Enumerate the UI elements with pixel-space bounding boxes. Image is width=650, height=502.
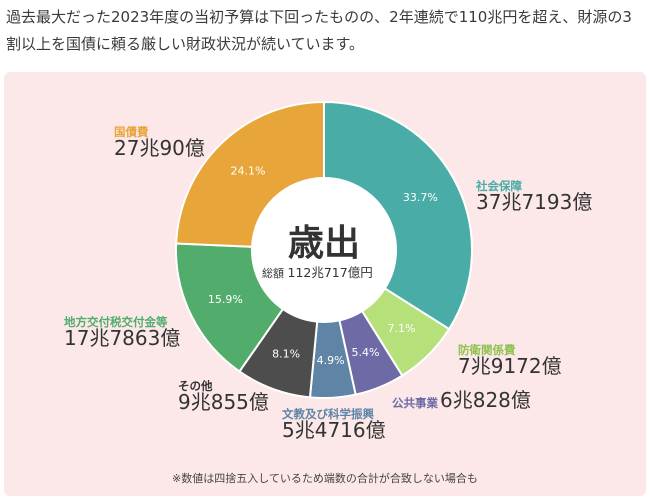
label-chiho: 地方交付税交付金等 17兆7863億 <box>64 316 180 349</box>
slice-0 <box>323 100 473 331</box>
slice-pct-label-4: 8.1% <box>272 347 300 360</box>
label-kokyojigyo: 公共事業 6兆828億 <box>392 390 531 411</box>
slice-amount-chiho: 17兆7863億 <box>64 326 181 351</box>
slice-amount-kokusaihi: 27兆90億 <box>114 136 205 161</box>
slice-name-bunkyo: 文教及び科学振興 <box>282 407 374 421</box>
center-title: 歳出 <box>288 223 360 264</box>
slice-name-boei: 防衛関係費 <box>458 343 516 357</box>
center-total: 総額 112兆717億円 <box>262 266 373 280</box>
slice-name-sonota: その他 <box>178 379 213 393</box>
slice-pct-label-3: 4.9% <box>317 354 345 367</box>
label-boei: 防衛関係費 7兆9172億 <box>458 344 562 377</box>
slice-name-kokusaihi: 国債費 <box>114 125 149 139</box>
slice-amount-sonota: 9兆855億 <box>178 390 269 415</box>
slice-pct-label-6: 24.1% <box>230 165 265 178</box>
center-total-label: 総額 <box>262 267 284 280</box>
slice-amount-bunkyo: 5兆4716億 <box>282 418 386 443</box>
slice-pct-label-2: 5.4% <box>351 346 379 359</box>
slice-amount-kokyojigyo: 6兆828億 <box>440 388 531 412</box>
intro-text: 過去最大だった2023年度の当初予算は下回ったものの、2年連続で110兆円を超え… <box>6 8 632 53</box>
slice-amount-boei: 7兆9172億 <box>458 354 562 379</box>
slice-name-kokyojigyo: 公共事業 <box>392 396 438 410</box>
center-total-value: 112兆717億円 <box>287 265 373 280</box>
label-kokusaihi: 国債費 27兆90億 <box>114 126 205 159</box>
label-sonota: その他 9兆855億 <box>178 380 269 413</box>
slice-pct-label-5: 15.9% <box>208 293 243 306</box>
center-circle <box>252 178 396 322</box>
footnote: ※数値は四捨五入しているため端数の合計が合致しない場合も <box>172 472 478 485</box>
slice-name-shakaihosho: 社会保障 <box>476 179 522 193</box>
label-bunkyo: 文教及び科学振興 5兆4716億 <box>282 408 386 441</box>
slice-pct-label-1: 7.1% <box>388 322 416 335</box>
slice-pct-label-0: 33.7% <box>403 191 438 204</box>
slice-name-chiho: 地方交付税交付金等 <box>64 315 168 329</box>
label-shakaihosho: 社会保障 37兆7193億 <box>476 180 592 213</box>
slice-amount-shakaihosho: 37兆7193億 <box>476 190 593 215</box>
